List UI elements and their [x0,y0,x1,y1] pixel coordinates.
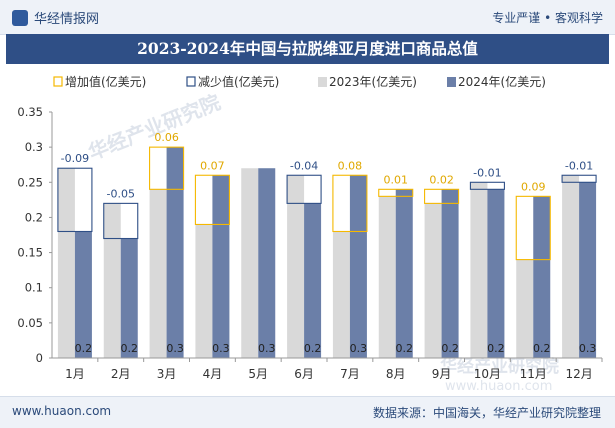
x-tick-label: 12月 [565,367,592,381]
legend-swatch [447,77,456,87]
x-tick-label: 6月 [294,367,314,381]
tagline: 专业严谨 • 客观科学 [492,11,603,25]
bar-2023 [287,175,305,358]
change-label: 0.09 [521,180,546,193]
x-tick-label: 9月 [432,367,452,381]
bar-2024 [441,189,459,358]
bar-value-label: 0.2 [533,342,551,355]
bar-value-label: 0.2 [304,342,322,355]
brand-logo-icon [12,9,28,26]
bar-value-label: 0.3 [579,342,597,355]
footer: www.huaon.com 数据来源：中国海关，华经产业研究院整理 [0,396,615,428]
change-bracket [378,188,414,197]
y-tick-label: 0 [36,351,43,365]
x-tick-label: 11月 [520,367,547,381]
y-tick-label: 0.35 [17,105,43,119]
bar-2024 [304,203,322,358]
bar-2024 [579,182,597,358]
footer-site[interactable]: www.huaon.com [12,404,112,418]
change-bracket [57,167,93,233]
change-label: -0.01 [473,166,501,179]
bar-2024 [487,189,505,358]
x-tick-label: 3月 [157,367,177,381]
footer-source: 数据来源：中国海关，华经产业研究院整理 [372,406,601,420]
change-label: 0.06 [154,131,179,144]
y-tick-label: 0.15 [17,246,43,260]
x-tick-label: 2月 [111,367,131,381]
change-bracket [469,181,505,190]
change-bracket [149,146,185,190]
bar-2024 [166,147,184,358]
bar-2023 [103,203,121,358]
change-bracket [515,195,551,261]
bar-2024 [258,168,276,358]
bar-2023 [424,203,442,358]
bar-2024 [395,189,413,358]
bar-2023 [378,196,396,358]
change-label: -0.05 [107,187,135,200]
bar-2023 [470,182,488,358]
x-tick-label: 5月 [248,367,268,381]
change-label: 0.01 [384,173,409,186]
legend-swatch [186,76,196,87]
change-label: 0.08 [338,159,363,172]
x-tick-label: 4月 [203,367,223,381]
change-label: -0.09 [61,152,89,165]
y-tick-label: 0.25 [17,175,43,189]
legend-label: 2023年(亿美元) [329,74,417,89]
bar-2023 [57,168,75,358]
y-tick-label: 0.05 [17,316,43,330]
y-tick-label: 0.3 [25,140,43,154]
bar-2023 [195,224,213,358]
y-tick-label: 0.1 [25,281,43,295]
bar-value-label: 0.2 [121,342,139,355]
bar-value-label: 0.3 [212,342,230,355]
bar-value-label: 0.3 [166,342,184,355]
legend-swatch [53,76,63,87]
brand[interactable]: 华经情报网 [12,8,99,27]
bar-2024 [212,175,230,358]
bar-2024 [349,175,367,358]
bar-value-label: 0.3 [350,342,368,355]
change-bracket [561,174,597,183]
change-label: -0.01 [565,159,593,172]
bar-2024 [120,238,138,358]
change-label: 0.02 [429,173,454,186]
change-bracket [424,188,460,204]
legend-label: 增加值(亿美元) [65,74,146,89]
y-tick-label: 0.2 [25,210,43,224]
bar-2023 [241,168,259,358]
change-bracket [286,174,322,204]
x-tick-label: 8月 [386,367,406,381]
chart-title: 2023-2024年中国与拉脱维亚月度进口商品总值 [6,34,609,64]
bar-value-label: 0.2 [396,342,414,355]
change-bracket [103,202,139,240]
legend-label: 2024年(亿美元) [458,74,546,89]
x-tick-label: 10月 [474,367,501,381]
bar-2023 [149,189,167,358]
change-label: 0.07 [200,159,225,172]
bar-2024 [74,231,92,358]
bar-2023 [332,231,350,358]
legend-swatch [318,77,327,87]
change-bracket [332,174,368,233]
watermark-text: 华经产业研究院 [85,90,224,165]
bar-2023 [516,259,534,358]
bar-value-label: 0.3 [258,342,276,355]
x-tick-label: 1月 [65,367,85,381]
change-label: -0.04 [290,159,318,172]
bar-value-label: 0.2 [441,342,459,355]
change-bracket [194,174,230,226]
bar-value-label: 0.2 [75,342,93,355]
x-tick-label: 7月 [340,367,360,381]
watermark-text: 华经产业研究院 [440,356,559,377]
bar-value-label: 0.2 [487,342,505,355]
bar-2023 [562,175,580,358]
bar-2024 [533,196,551,358]
watermark-url: www.huaon.com [445,379,552,394]
brand-name: 华经情报网 [34,12,100,27]
legend-label: 减少值(亿美元) [198,74,279,89]
